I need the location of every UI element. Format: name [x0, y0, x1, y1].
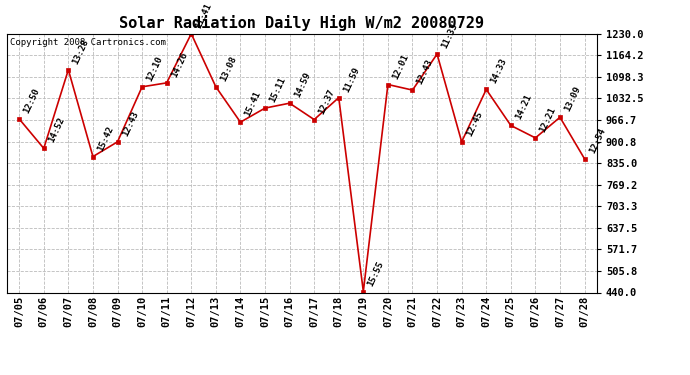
- Text: 12:21: 12:21: [538, 106, 558, 134]
- Text: 15:41: 15:41: [243, 90, 263, 118]
- Text: 14:52: 14:52: [46, 116, 66, 144]
- Text: 12:10: 12:10: [145, 54, 164, 82]
- Text: 13:08: 13:08: [219, 54, 238, 82]
- Text: 13:09: 13:09: [563, 85, 582, 113]
- Text: 11:59: 11:59: [342, 65, 361, 93]
- Text: 15:42: 15:42: [96, 124, 115, 152]
- Text: 15:11: 15:11: [268, 76, 287, 104]
- Text: 15:55: 15:55: [366, 259, 386, 287]
- Text: 11:41: 11:41: [194, 2, 213, 30]
- Text: 12:43: 12:43: [120, 110, 140, 138]
- Text: 13:28: 13:28: [71, 38, 90, 66]
- Text: 12:54: 12:54: [587, 126, 607, 155]
- Text: 14:21: 14:21: [513, 93, 533, 121]
- Text: Copyright 2008 Cartronics.com: Copyright 2008 Cartronics.com: [10, 38, 166, 46]
- Text: 12:45: 12:45: [464, 110, 484, 138]
- Text: 12:50: 12:50: [22, 87, 41, 115]
- Text: 12:43: 12:43: [415, 58, 435, 86]
- Title: Solar Radiation Daily High W/m2 20080729: Solar Radiation Daily High W/m2 20080729: [119, 15, 484, 31]
- Text: 12:01: 12:01: [391, 52, 410, 80]
- Text: 14:26: 14:26: [170, 51, 189, 79]
- Text: 14:59: 14:59: [293, 71, 312, 99]
- Text: 12:37: 12:37: [317, 87, 337, 116]
- Text: 14:33: 14:33: [489, 57, 509, 85]
- Text: 11:33: 11:33: [440, 22, 460, 50]
